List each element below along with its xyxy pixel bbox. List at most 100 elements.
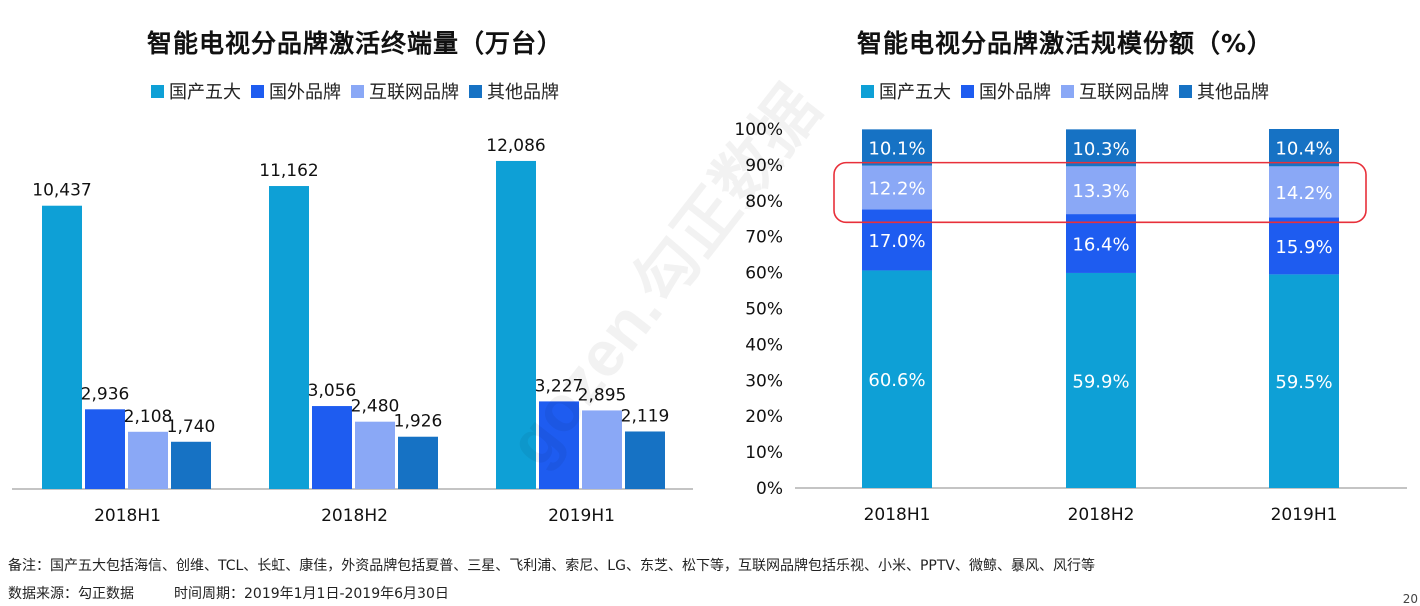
data-label: 2,936 — [81, 384, 130, 404]
legend-swatch — [861, 84, 874, 98]
y-tick-label: 20% — [745, 407, 783, 427]
legend-item-other: 其他品牌 — [469, 78, 559, 104]
y-tick-label: 0% — [756, 479, 783, 499]
time-period: 时间周期：2019年1月1日-2019年6月30日 — [174, 586, 449, 602]
legend-swatch — [1061, 84, 1074, 98]
data-label: 14.2% — [1275, 183, 1332, 204]
stack-segment-2018H1-1 — [862, 209, 932, 271]
bar-2018H1-0 — [42, 205, 82, 489]
bar-2018H2-2 — [355, 421, 395, 489]
x-tick-label: 2018H1 — [864, 505, 931, 525]
chart-plot-area: 0% 10% 20% 30% 40% 50% 60% 70% 80% 90% 100% 60.6% 17… — [734, 120, 1407, 525]
stack-segment-2018H1-3 — [862, 129, 932, 166]
data-label: 16.4% — [1072, 235, 1129, 256]
data-label: 13.3% — [1072, 181, 1129, 202]
chart-activation-share: 智能电视分品牌激活规模份额（%） 国产五大 国外品牌 互联网品牌 其他品牌 0%… — [710, 0, 1420, 540]
data-label: 59.9% — [1072, 371, 1129, 392]
data-label: 10.1% — [868, 138, 925, 159]
data-label: 12.2% — [868, 179, 925, 200]
highlight-box — [833, 161, 1367, 224]
legend-label: 国产五大 — [169, 82, 241, 103]
bar-2018H2-1 — [312, 406, 352, 489]
data-label: 2,895 — [578, 385, 627, 405]
data-label: 60.6% — [868, 370, 925, 391]
data-label: 3,227 — [535, 376, 584, 396]
x-tick-label: 2018H2 — [321, 506, 388, 526]
data-label: 59.5% — [1275, 372, 1332, 393]
y-tick-label: 40% — [745, 335, 783, 355]
legend-swatch — [961, 84, 974, 98]
data-label: 1,926 — [394, 412, 443, 432]
x-tick-label: 2019H1 — [1271, 505, 1338, 525]
chart-plot-area: 10,4372,9362,1081,7402018H111,1623,0562,… — [12, 136, 693, 526]
y-tick-label: 100% — [734, 120, 783, 140]
legend-item-other: 其他品牌 — [1179, 78, 1269, 104]
data-label: 2,119 — [621, 406, 670, 426]
stack-segment-2019H1-0 — [1269, 274, 1339, 488]
bar-2018H1-3 — [171, 441, 211, 489]
stack-segment-2018H1-0 — [862, 270, 932, 488]
legend-swatch — [151, 84, 164, 98]
bar-2019H1-1 — [539, 401, 579, 489]
chart-legend: 国产五大 国外品牌 互联网品牌 其他品牌 — [710, 78, 1420, 104]
data-label: 2,108 — [124, 407, 173, 427]
legend-label: 其他品牌 — [1197, 82, 1269, 103]
stack-segment-2018H2-1 — [1066, 214, 1136, 273]
legend-label: 国外品牌 — [979, 82, 1051, 103]
legend-swatch — [251, 84, 264, 98]
data-label: 2,480 — [351, 397, 400, 417]
legend-label: 其他品牌 — [487, 82, 559, 103]
data-label: 10,437 — [32, 181, 91, 201]
bar-2019H1-3 — [625, 431, 665, 489]
y-tick-label: 50% — [745, 300, 783, 320]
x-tick-label: 2019H1 — [548, 506, 615, 526]
stack-segment-2018H2-2 — [1066, 166, 1136, 215]
x-tick-label: 2018H2 — [1068, 505, 1135, 525]
page-number: 20 — [1402, 592, 1418, 606]
bar-2018H2-3 — [398, 436, 438, 489]
data-label: 17.0% — [868, 231, 925, 252]
data-source: 数据来源：勾正数据 — [8, 586, 134, 602]
data-label: 1,740 — [167, 417, 216, 437]
stack-segment-2018H2-0 — [1066, 272, 1136, 488]
data-label: 3,056 — [308, 381, 357, 401]
legend-swatch — [351, 84, 364, 98]
data-label: 11,162 — [259, 161, 318, 181]
legend-label: 国产五大 — [879, 82, 951, 103]
legend-item-domestic: 国产五大 — [861, 78, 951, 104]
data-label: 10.4% — [1275, 139, 1332, 160]
chart-legend: 国产五大 国外品牌 互联网品牌 其他品牌 — [0, 78, 710, 104]
legend-item-internet: 互联网品牌 — [1061, 78, 1169, 104]
legend-label: 互联网品牌 — [369, 82, 459, 103]
stack-segment-2018H2-3 — [1066, 129, 1136, 167]
stack-segment-2018H1-2 — [862, 165, 932, 210]
stack-segment-2019H1-3 — [1269, 129, 1339, 167]
chart-title: 智能电视分品牌激活规模份额（%） — [856, 29, 1274, 58]
bar-2019H1-2 — [582, 410, 622, 489]
y-tick-label: 60% — [745, 264, 783, 284]
y-tick-label: 70% — [745, 228, 783, 248]
chart-activation-volume: 智能电视分品牌激活终端量（万台） 国产五大 国外品牌 互联网品牌 其他品牌 10… — [0, 0, 710, 540]
data-label: 12,086 — [486, 136, 545, 156]
bar-2018H1-2 — [128, 431, 168, 489]
bar-2018H1-1 — [85, 409, 125, 489]
data-label: 10.3% — [1072, 139, 1129, 160]
y-tick-label: 80% — [745, 192, 783, 212]
legend-item-domestic: 国产五大 — [151, 78, 241, 104]
x-tick-label: 2018H1 — [94, 506, 161, 526]
y-tick-label: 30% — [745, 371, 783, 391]
source-line: 数据来源：勾正数据 时间周期：2019年1月1日-2019年6月30日 — [8, 583, 449, 603]
legend-label: 互联网品牌 — [1079, 82, 1169, 103]
legend-label: 国外品牌 — [269, 82, 341, 103]
chart-title: 智能电视分品牌激活终端量（万台） — [146, 29, 563, 58]
footnote: 备注：国产五大包括海信、创维、TCL、长虹、康佳，外资品牌包括夏普、三星、飞利浦… — [8, 558, 1095, 574]
data-label: 15.9% — [1275, 237, 1332, 258]
legend-item-foreign: 国外品牌 — [251, 78, 341, 104]
legend-item-internet: 互联网品牌 — [351, 78, 459, 104]
legend-swatch — [1179, 84, 1192, 98]
y-tick-label: 90% — [745, 156, 783, 176]
stack-segment-2019H1-2 — [1269, 166, 1339, 218]
stack-segment-2019H1-1 — [1269, 217, 1339, 275]
bar-2018H2-0 — [269, 186, 309, 489]
bar-2019H1-0 — [496, 160, 536, 490]
